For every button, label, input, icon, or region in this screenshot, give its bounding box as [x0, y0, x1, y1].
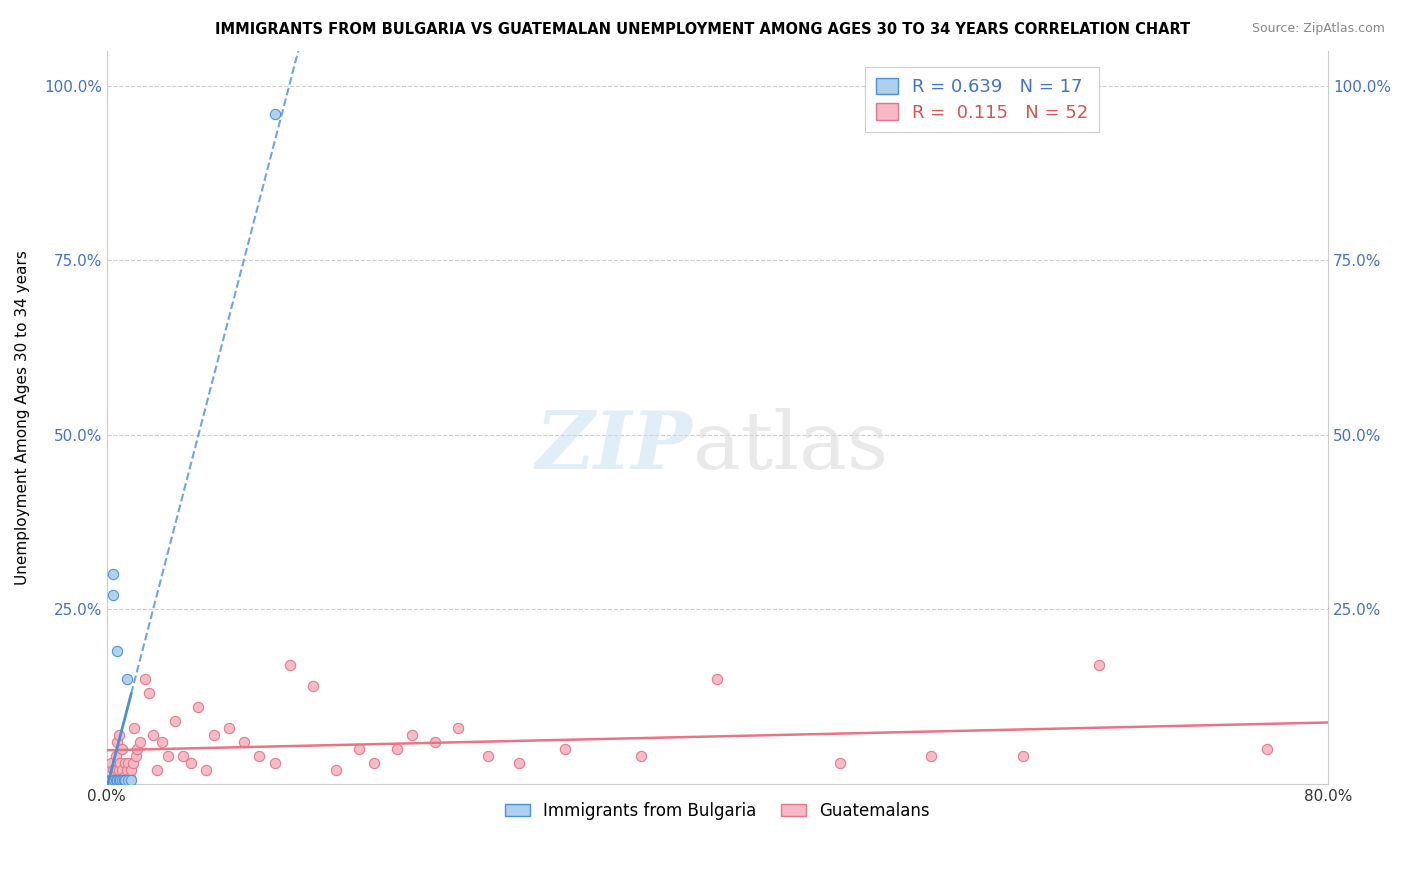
Point: [111, 741, 134, 756]
Point: [112, 770, 135, 784]
Point: [134, 672, 156, 686]
Point: [920, 748, 942, 763]
Legend: Immigrants from Bulgaria, Guatemalans: Immigrants from Bulgaria, Guatemalans: [498, 796, 936, 827]
Point: [447, 721, 470, 735]
Point: [385, 741, 408, 756]
Point: [118, 770, 141, 784]
Text: ZIP: ZIP: [536, 408, 693, 485]
Point: [103, 773, 125, 788]
Point: [98, 773, 121, 788]
Point: [108, 763, 131, 777]
Point: [114, 773, 136, 788]
Point: [187, 700, 209, 714]
Point: [278, 658, 301, 673]
Point: [104, 773, 127, 788]
Point: [202, 728, 225, 742]
Point: [165, 714, 187, 728]
Point: [325, 763, 347, 777]
Point: [111, 763, 134, 777]
Point: [180, 756, 202, 770]
Point: [1011, 748, 1033, 763]
Point: [401, 728, 423, 742]
Point: [150, 735, 173, 749]
Point: [1088, 658, 1111, 673]
Point: [121, 756, 143, 770]
Point: [114, 756, 136, 770]
Point: [195, 763, 218, 777]
Point: [630, 748, 652, 763]
Point: [172, 748, 194, 763]
Point: [101, 763, 124, 777]
Point: [108, 728, 131, 742]
Point: [508, 756, 530, 770]
Point: [347, 741, 370, 756]
Point: [112, 773, 135, 788]
Y-axis label: Unemployment Among Ages 30 to 34 years: Unemployment Among Ages 30 to 34 years: [15, 250, 30, 584]
Point: [108, 773, 131, 788]
Point: [828, 756, 851, 770]
Point: [100, 773, 122, 788]
Text: Source: ZipAtlas.com: Source: ZipAtlas.com: [1251, 22, 1385, 36]
Point: [122, 721, 145, 735]
Point: [120, 763, 142, 777]
Point: [146, 763, 169, 777]
Point: [233, 735, 256, 749]
Point: [103, 770, 125, 784]
Point: [111, 773, 134, 788]
Point: [100, 756, 122, 770]
Point: [129, 735, 152, 749]
Point: [101, 588, 124, 602]
Point: [263, 756, 285, 770]
Point: [363, 756, 385, 770]
Point: [477, 748, 499, 763]
Point: [263, 106, 285, 120]
Point: [115, 763, 138, 777]
Point: [117, 756, 139, 770]
Text: atlas: atlas: [693, 408, 889, 485]
Point: [156, 748, 179, 763]
Point: [554, 741, 576, 756]
Point: [117, 773, 139, 788]
Point: [218, 721, 240, 735]
Point: [115, 672, 138, 686]
Point: [107, 644, 129, 658]
Point: [1256, 741, 1278, 756]
Point: [706, 672, 728, 686]
Point: [249, 748, 271, 763]
Point: [107, 735, 129, 749]
Point: [423, 735, 446, 749]
Point: [101, 567, 124, 582]
Text: IMMIGRANTS FROM BULGARIA VS GUATEMALAN UNEMPLOYMENT AMONG AGES 30 TO 34 YEARS CO: IMMIGRANTS FROM BULGARIA VS GUATEMALAN U…: [215, 22, 1191, 37]
Point: [142, 728, 165, 742]
Point: [110, 773, 132, 788]
Point: [125, 748, 148, 763]
Point: [127, 741, 149, 756]
Point: [138, 686, 160, 700]
Point: [104, 748, 127, 763]
Point: [107, 763, 129, 777]
Point: [302, 679, 325, 693]
Point: [120, 773, 142, 788]
Point: [107, 773, 129, 788]
Point: [110, 756, 132, 770]
